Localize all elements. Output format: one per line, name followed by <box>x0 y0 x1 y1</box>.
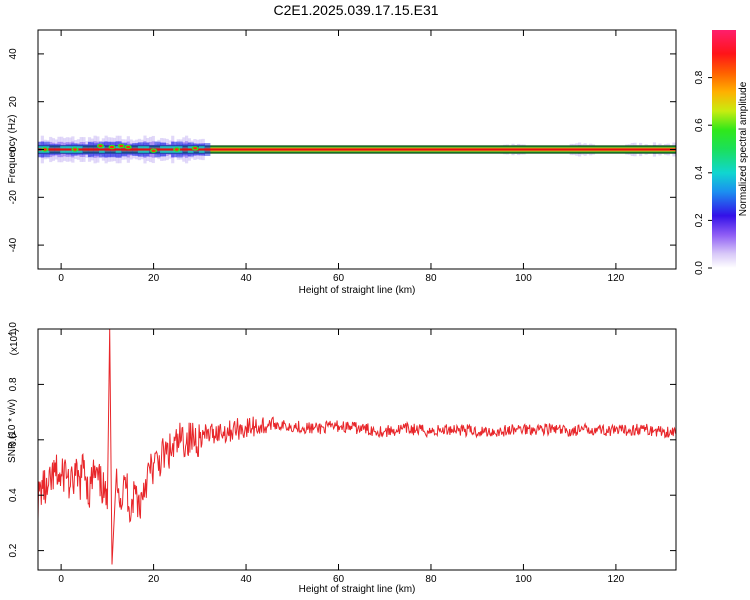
snr-x-tick-label: 40 <box>240 574 252 585</box>
spectrogram-peak-core <box>119 144 124 148</box>
spectrogram-y-tick-label: 0 <box>8 146 19 152</box>
colorbar-ticks: 0.0 0.2 0.4 0.6 0.8 <box>694 70 712 275</box>
spectrogram-peak-core <box>126 145 131 149</box>
spectrogram-peak-core <box>174 148 179 151</box>
spectrogram-y-tick-label: 40 <box>8 48 19 60</box>
spectrogram-x-tick-label: 60 <box>333 273 345 284</box>
colorbar-tick-label: 0.4 <box>694 165 705 179</box>
spectrogram-x-tick-label: 100 <box>515 273 532 284</box>
spectrogram-x-tick-label: 0 <box>58 273 64 284</box>
snr-x-tick-label: 0 <box>58 574 64 585</box>
spectrogram-peak-core <box>72 148 77 151</box>
spectrogram-x-tick-label: 20 <box>148 273 160 284</box>
snr-y-tick-label: 0.2 <box>8 543 19 557</box>
snr-y-tick-label: 1.0 <box>8 322 19 336</box>
colorbar-gradient <box>712 30 736 268</box>
snr-panel: 0 20 40 60 80 100 120 0.2 0.4 0.6 0.8 1.0 Height o… <box>7 322 677 595</box>
snr-y-tick-label: 0.6 <box>8 432 19 446</box>
spectrogram-x-tick-label: 120 <box>608 273 625 284</box>
snr-x-tick-label: 20 <box>148 574 160 585</box>
spectrogram-x-tick-label: 80 <box>425 273 437 284</box>
snr-y-tick-label: 0.4 <box>8 488 19 502</box>
snr-x-tick-label: 100 <box>515 574 532 585</box>
colorbar-label: Normalized spectral amplitude <box>738 81 749 216</box>
snr-y-multiplier: (x104) <box>8 329 20 356</box>
spectrogram-y-axis: -40 -20 0 20 40 <box>8 48 676 252</box>
colorbar-tick-label: 0.6 <box>694 118 705 132</box>
spectrogram-peak-core <box>42 148 47 151</box>
colorbar: 0.0 0.2 0.4 0.6 0.8 Normalized spectral ampl… <box>694 30 749 275</box>
colorbar-tick-label: 0.0 <box>694 261 705 275</box>
colorbar-tick-label: 0.8 <box>694 70 705 84</box>
spectrogram-band-core-top <box>38 148 676 151</box>
snr-x-tick-label: 120 <box>608 574 625 585</box>
spectrogram-peak-core <box>98 144 103 148</box>
spectrogram-x-axis: 0 20 40 60 80 100 120 <box>58 30 625 284</box>
colorbar-tick-label: 0.2 <box>694 213 705 227</box>
spectrogram-image <box>38 135 676 164</box>
spectrogram-x-tick-label: 40 <box>240 273 252 284</box>
snr-y-axis-label: SNR (10 * v/v) <box>7 399 18 463</box>
snr-y-tick-label: 0.8 <box>8 377 19 391</box>
snr-x-tick-label: 60 <box>333 574 345 585</box>
spectrogram-x-axis-label: Height of straight line (km) <box>299 285 416 296</box>
spectrogram-y-tick-label: -40 <box>8 237 19 252</box>
spectrogram-y-tick-label: 20 <box>8 96 19 108</box>
snr-x-tick-label: 80 <box>425 574 437 585</box>
snr-frame <box>37 328 677 571</box>
spectrogram-y-tick-label: -20 <box>8 190 19 205</box>
snr-x-axis-label: Height of straight line (km) <box>299 584 416 595</box>
snr-y-axis: 0.2 0.4 0.6 0.8 1.0 <box>8 322 676 558</box>
figure-title: C2E1.2025.039.17.15.E31 <box>273 2 438 18</box>
spectrogram-panel: 0 20 40 60 80 100 120 -40 -20 0 20 40 Height of st… <box>7 29 677 296</box>
snr-x-axis: 0 20 40 60 80 100 120 <box>58 329 625 585</box>
spectrogram-y-axis-label: Frequency (Hz) <box>7 115 18 184</box>
spectrogram-peak-core <box>109 145 114 149</box>
spectrogram-peak-core <box>193 147 198 150</box>
snr-series-line <box>38 329 676 565</box>
spectrogram-peak-core <box>151 149 156 152</box>
